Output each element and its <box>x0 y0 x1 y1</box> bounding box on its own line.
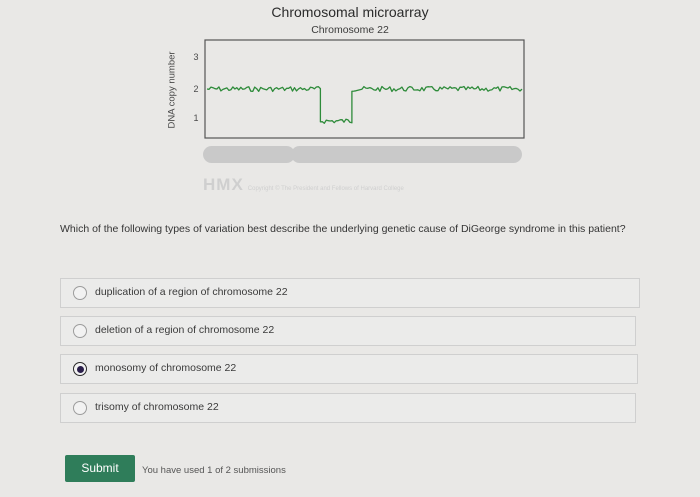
hmx-logo: HMX <box>203 175 244 194</box>
option-label: duplication of a region of chromosome 22 <box>95 286 288 298</box>
chromosome-ideogram <box>203 146 522 163</box>
copyright-text: Copyright © The President and Fellows of… <box>247 186 404 192</box>
microarray-figure: Chromosomal microarray Chromosome 22 DNA… <box>160 0 540 200</box>
radio-button-selected[interactable] <box>73 362 87 376</box>
option-label: trisomy of chromosome 22 <box>95 401 219 413</box>
figure-subtitle: Chromosome 22 <box>311 24 389 36</box>
option-label: monosomy of chromosome 22 <box>95 362 237 374</box>
option-label: deletion of a region of chromosome 22 <box>95 324 275 336</box>
radio-button[interactable] <box>73 324 87 338</box>
answer-option-duplication[interactable]: duplication of a region of chromosome 22 <box>60 278 640 308</box>
question-text: Which of the following types of variatio… <box>60 223 626 235</box>
answer-option-monosomy[interactable]: monosomy of chromosome 22 <box>60 354 638 384</box>
answer-option-deletion[interactable]: deletion of a region of chromosome 22 <box>60 316 636 346</box>
hmx-watermark: HMX Copyright © The President and Fellows… <box>203 175 404 195</box>
y-tick-2: 2 <box>193 84 198 94</box>
submission-count: You have used 1 of 2 submissions <box>142 465 286 476</box>
chromosome-arm-q <box>291 146 522 163</box>
figure-title: Chromosomal microarray <box>271 4 429 20</box>
y-tick-3: 3 <box>193 52 198 62</box>
answer-option-trisomy[interactable]: trisomy of chromosome 22 <box>60 393 636 423</box>
radio-button[interactable] <box>73 286 87 300</box>
copy-number-line <box>206 85 523 124</box>
radio-button[interactable] <box>73 401 87 415</box>
microarray-plot: 3 2 1 <box>193 39 525 163</box>
chromosome-arm-p <box>203 146 295 163</box>
y-tick-1: 1 <box>193 113 198 123</box>
copy-number-trace <box>206 85 523 124</box>
plot-frame <box>204 39 525 139</box>
submit-button[interactable]: Submit <box>65 455 135 482</box>
